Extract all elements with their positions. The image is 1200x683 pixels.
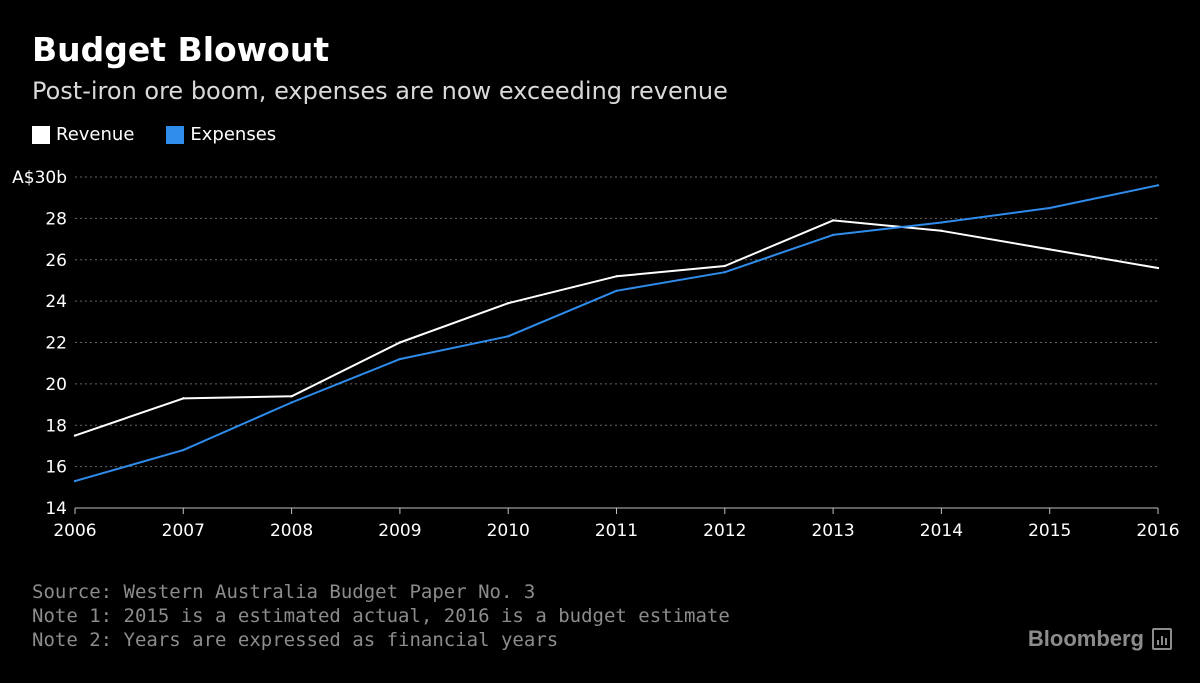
data-point-revenue <box>182 397 185 400</box>
data-point-revenue <box>615 275 618 278</box>
x-tick-label: 2009 <box>378 521 421 541</box>
data-point-revenue <box>940 229 943 232</box>
data-point-expenses <box>940 221 943 224</box>
data-point-revenue <box>398 341 402 344</box>
x-tick-label: 2007 <box>162 521 205 541</box>
x-tick-label: 2010 <box>487 521 530 541</box>
data-point-expenses <box>615 289 618 292</box>
data-point-revenue <box>507 301 510 305</box>
data-point-revenue <box>73 434 77 437</box>
y-tick-label: 22 <box>45 334 67 354</box>
x-tick-label: 2014 <box>920 521 963 541</box>
x-tick-label: 2013 <box>811 521 854 541</box>
series-line-expenses <box>74 184 1159 483</box>
legend-item-expenses: Expenses <box>166 124 276 145</box>
y-tick-label: 26 <box>45 251 67 271</box>
data-point-revenue <box>831 219 835 222</box>
source-note: Source: Western Australia Budget Paper N… <box>32 581 536 603</box>
note-1: Note 1: 2015 is a estimated actual, 2016… <box>32 605 730 627</box>
legend-item-revenue: Revenue <box>32 124 134 145</box>
legend-label-expenses: Expenses <box>190 124 277 145</box>
data-point-revenue <box>290 395 293 398</box>
y-tick-label: 18 <box>45 416 67 436</box>
footer-notes: Source: Western Australia Budget Paper N… <box>32 580 730 652</box>
legend-swatch-revenue <box>32 125 50 144</box>
data-point-expenses <box>73 479 77 483</box>
x-tick-label: 2016 <box>1136 521 1179 541</box>
data-point-expenses <box>723 270 726 274</box>
y-tick-label: 28 <box>45 209 67 229</box>
y-tick-label: 16 <box>45 458 67 478</box>
x-tick-label: 2012 <box>703 521 746 541</box>
data-point-expenses <box>398 357 402 361</box>
x-tick-label: 2008 <box>270 521 313 541</box>
data-point-revenue <box>1048 248 1051 251</box>
bloomberg-logo: Bloomberg <box>1028 626 1172 652</box>
data-point-revenue <box>723 264 726 268</box>
chart-title: Budget Blowout <box>32 30 330 69</box>
legend: Revenue Expenses <box>32 124 276 145</box>
legend-swatch-expenses <box>166 125 185 144</box>
legend-label-revenue: Revenue <box>56 124 135 145</box>
data-point-expenses <box>1048 206 1051 210</box>
y-tick-label: A$30b <box>12 168 67 188</box>
data-point-expenses <box>182 448 185 452</box>
bloomberg-chart-icon <box>1152 628 1172 650</box>
series-line-revenue <box>74 219 1159 437</box>
x-tick-label: 2006 <box>53 521 96 541</box>
data-point-expenses <box>1156 184 1160 187</box>
y-tick-label: 14 <box>45 499 67 519</box>
data-point-revenue <box>1156 266 1160 270</box>
data-point-expenses <box>831 233 835 237</box>
data-point-expenses <box>507 335 510 338</box>
x-tick-label: 2015 <box>1028 521 1071 541</box>
chart-subtitle: Post-iron ore boom, expenses are now exc… <box>32 77 728 105</box>
brand-name: Bloomberg <box>1027 626 1144 651</box>
data-point-expenses <box>290 401 293 404</box>
y-tick-label: 24 <box>45 292 67 312</box>
x-tick-label: 2011 <box>595 521 638 541</box>
note-2: Note 2: Years are expressed as financial… <box>32 629 559 651</box>
y-tick-label: 20 <box>45 375 67 395</box>
